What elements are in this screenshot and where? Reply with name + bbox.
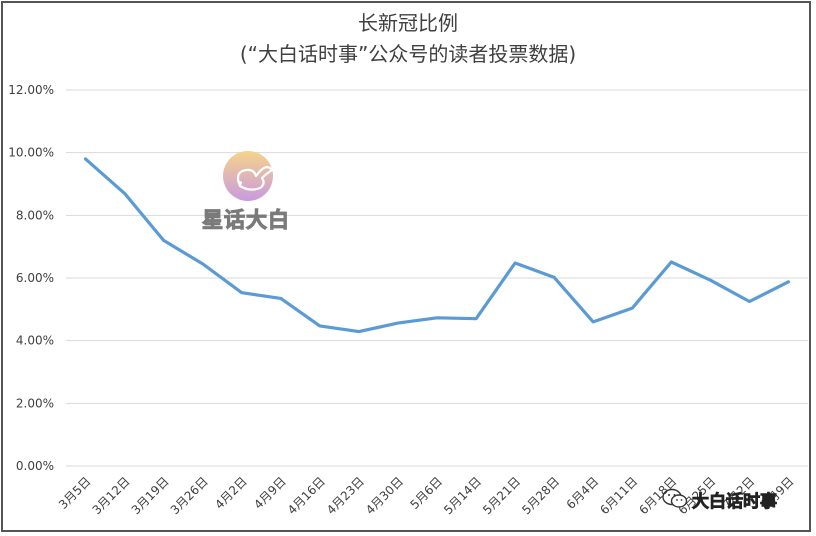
y-tick-label: 2.00% <box>16 396 54 410</box>
x-tick-label: 5月28日 <box>519 474 562 517</box>
wechat-account-name: 大白话时事 <box>692 491 778 512</box>
watermark-text: 星话大白 <box>202 208 290 233</box>
y-tick-label: 0.00% <box>16 459 54 473</box>
x-tick-label: 4月9日 <box>251 474 289 512</box>
watermark <box>200 148 300 238</box>
y-axis-ticks: 0.00% 2.00% 4.00% 6.00% 8.00% 10.00% 12.00% <box>8 83 54 473</box>
x-tick-label: 4月2日 <box>212 474 250 512</box>
chart-subtitle: (“大白话时事”公众号的读者投票数据) <box>240 42 576 66</box>
x-tick-label: 3月26日 <box>168 474 211 517</box>
x-tick-label: 5月21日 <box>480 474 523 517</box>
x-tick-label: 3月19日 <box>129 474 172 517</box>
x-tick-label: 4月30日 <box>363 474 406 517</box>
x-tick-label: 4月16日 <box>285 474 328 517</box>
y-tick-label: 12.00% <box>8 83 54 97</box>
y-tick-label: 10.00% <box>8 146 54 160</box>
x-tick-label: 4月23日 <box>324 474 367 517</box>
x-tick-label: 5月6日 <box>407 474 445 512</box>
x-tick-label: 5月14日 <box>441 474 484 517</box>
gridlines <box>66 89 808 467</box>
y-tick-label: 6.00% <box>16 271 54 285</box>
x-tick-label: 6月11日 <box>597 474 640 517</box>
x-tick-label: 3月12日 <box>90 474 133 517</box>
wechat-account-mark: 大白话时事 <box>662 485 777 513</box>
series-line <box>83 157 791 334</box>
x-tick-label: 6月4日 <box>564 474 602 512</box>
y-tick-label: 8.00% <box>16 208 54 222</box>
series-layer <box>83 157 791 334</box>
y-tick-label: 4.00% <box>16 334 54 348</box>
wechat-icon <box>662 488 688 508</box>
rabbit-icon <box>223 151 274 201</box>
chart-title: 长新冠比例 <box>358 11 458 35</box>
x-tick-label: 3月5日 <box>56 474 94 512</box>
